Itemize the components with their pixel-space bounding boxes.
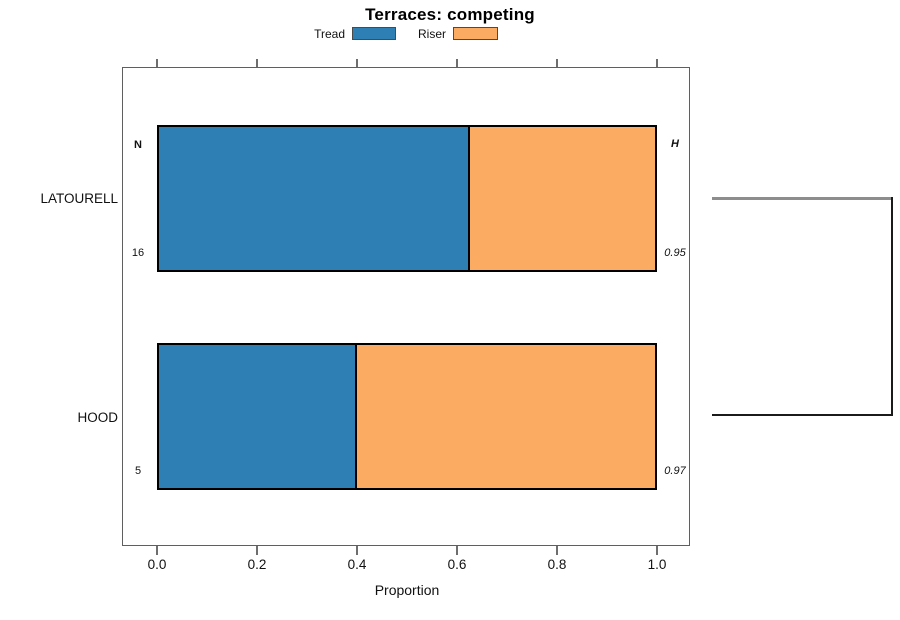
x-axis-title: Proportion — [374, 582, 440, 598]
y-axis-label-latourell: LATOURELL — [40, 191, 118, 206]
legend-label-riser: Riser — [417, 27, 446, 41]
dendrogram-bottom-line — [712, 414, 893, 416]
dendrogram-top-line — [712, 197, 893, 200]
x-axis-tick-bottom — [356, 546, 358, 555]
x-axis-tick-label: 0.0 — [147, 557, 167, 572]
x-axis-tick-top — [156, 59, 158, 67]
x-axis-tick-bottom — [556, 546, 558, 555]
h-value-hood: 0.97 — [664, 465, 686, 477]
x-axis-tick-top — [456, 59, 458, 67]
x-axis-tick-top — [356, 59, 358, 67]
tread-swatch-icon — [352, 27, 396, 40]
h-value-latourell: 0.95 — [664, 247, 686, 259]
x-axis-tick-label: 1.0 — [647, 557, 667, 572]
x-axis-tick-bottom — [256, 546, 258, 555]
bar-segment-tread — [157, 343, 357, 490]
x-axis-tick-top — [256, 59, 258, 67]
x-axis-tick-label: 0.2 — [247, 557, 267, 572]
bar-row-latourell — [0, 125, 900, 272]
bar-segment-riser — [469, 125, 657, 272]
bar-row-hood — [0, 343, 900, 490]
y-axis-label-hood: HOOD — [77, 410, 119, 425]
col-header-n: N — [134, 139, 142, 151]
x-axis-tick-bottom — [156, 546, 158, 555]
bar-segment-tread — [157, 125, 470, 272]
legend-label-tread: Tread — [314, 27, 345, 41]
bar-segment-riser — [357, 343, 657, 490]
col-header-h: H — [671, 138, 679, 150]
riser-swatch-icon — [453, 27, 498, 40]
chart-title: Terraces: competing — [365, 5, 535, 24]
x-axis-tick-bottom — [456, 546, 458, 555]
n-value-latourell: 16 — [131, 247, 145, 259]
x-axis-tick-label: 0.4 — [347, 557, 367, 572]
x-axis-tick-top — [556, 59, 558, 67]
x-axis-tick-bottom — [656, 546, 658, 555]
x-axis-tick-label: 0.6 — [447, 557, 467, 572]
x-axis-tick-top — [656, 59, 658, 67]
x-axis-tick-label: 0.8 — [547, 557, 567, 572]
dendrogram-vertical-line — [891, 197, 893, 416]
n-value-hood: 5 — [134, 465, 142, 477]
